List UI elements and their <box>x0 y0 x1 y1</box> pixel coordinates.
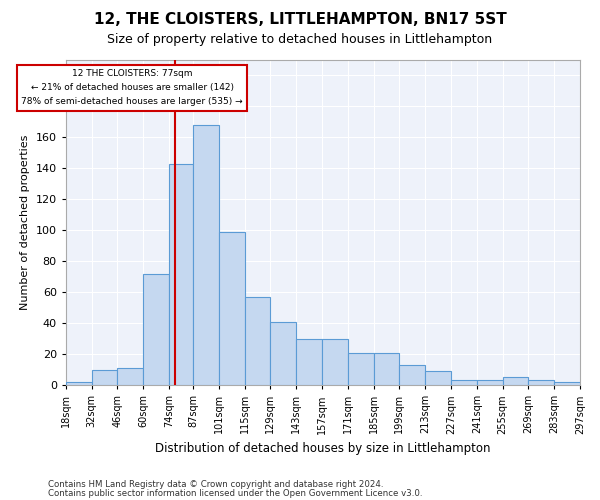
Bar <box>296 338 322 385</box>
Bar <box>143 274 169 385</box>
Bar <box>66 382 92 385</box>
Bar <box>169 164 193 385</box>
Bar <box>245 297 271 385</box>
Text: Size of property relative to detached houses in Littlehampton: Size of property relative to detached ho… <box>107 32 493 46</box>
Bar <box>374 352 400 385</box>
Bar <box>92 370 118 385</box>
Bar <box>529 380 554 385</box>
Bar <box>118 368 143 385</box>
Bar <box>400 365 425 385</box>
Bar <box>271 322 296 385</box>
Text: 12 THE CLOISTERS: 77sqm
← 21% of detached houses are smaller (142)
78% of semi-d: 12 THE CLOISTERS: 77sqm ← 21% of detache… <box>22 70 243 106</box>
Y-axis label: Number of detached properties: Number of detached properties <box>20 135 30 310</box>
Bar <box>322 338 348 385</box>
Text: 12, THE CLOISTERS, LITTLEHAMPTON, BN17 5ST: 12, THE CLOISTERS, LITTLEHAMPTON, BN17 5… <box>94 12 506 28</box>
Bar <box>425 371 451 385</box>
Text: Contains public sector information licensed under the Open Government Licence v3: Contains public sector information licen… <box>48 490 422 498</box>
Bar <box>219 232 245 385</box>
Bar <box>554 382 580 385</box>
Text: Contains HM Land Registry data © Crown copyright and database right 2024.: Contains HM Land Registry data © Crown c… <box>48 480 383 489</box>
Bar <box>348 352 374 385</box>
Bar <box>503 378 529 385</box>
X-axis label: Distribution of detached houses by size in Littlehampton: Distribution of detached houses by size … <box>155 442 491 455</box>
Bar <box>193 125 219 385</box>
Bar <box>477 380 503 385</box>
Bar <box>451 380 477 385</box>
